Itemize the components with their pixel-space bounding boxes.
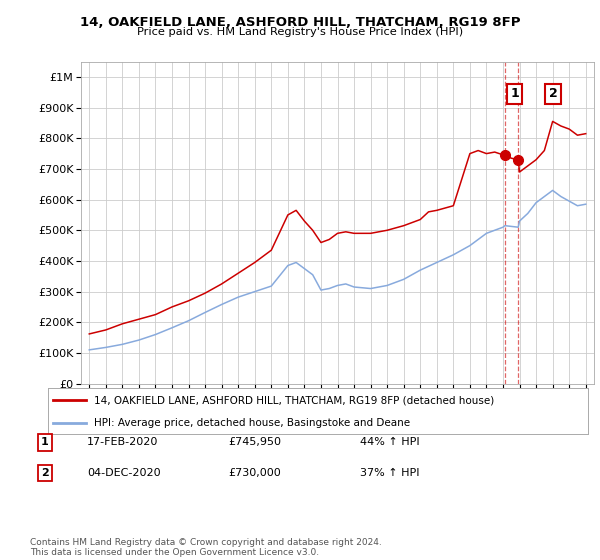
Text: 44% ↑ HPI: 44% ↑ HPI xyxy=(360,437,419,447)
Text: 17-FEB-2020: 17-FEB-2020 xyxy=(87,437,158,447)
Text: HPI: Average price, detached house, Basingstoke and Deane: HPI: Average price, detached house, Basi… xyxy=(94,418,410,427)
Text: 14, OAKFIELD LANE, ASHFORD HILL, THATCHAM, RG19 8FP (detached house): 14, OAKFIELD LANE, ASHFORD HILL, THATCHA… xyxy=(94,395,494,405)
Text: 14, OAKFIELD LANE, ASHFORD HILL, THATCHAM, RG19 8FP: 14, OAKFIELD LANE, ASHFORD HILL, THATCHA… xyxy=(80,16,520,29)
Text: 37% ↑ HPI: 37% ↑ HPI xyxy=(360,468,419,478)
Text: 2: 2 xyxy=(548,87,557,100)
Text: 1: 1 xyxy=(41,437,49,447)
Text: £745,950: £745,950 xyxy=(228,437,281,447)
Text: 04-DEC-2020: 04-DEC-2020 xyxy=(87,468,161,478)
Text: Contains HM Land Registry data © Crown copyright and database right 2024.
This d: Contains HM Land Registry data © Crown c… xyxy=(30,538,382,557)
Text: 2: 2 xyxy=(41,468,49,478)
Text: Price paid vs. HM Land Registry's House Price Index (HPI): Price paid vs. HM Land Registry's House … xyxy=(137,27,463,37)
Text: 1: 1 xyxy=(510,87,519,100)
Text: £730,000: £730,000 xyxy=(228,468,281,478)
